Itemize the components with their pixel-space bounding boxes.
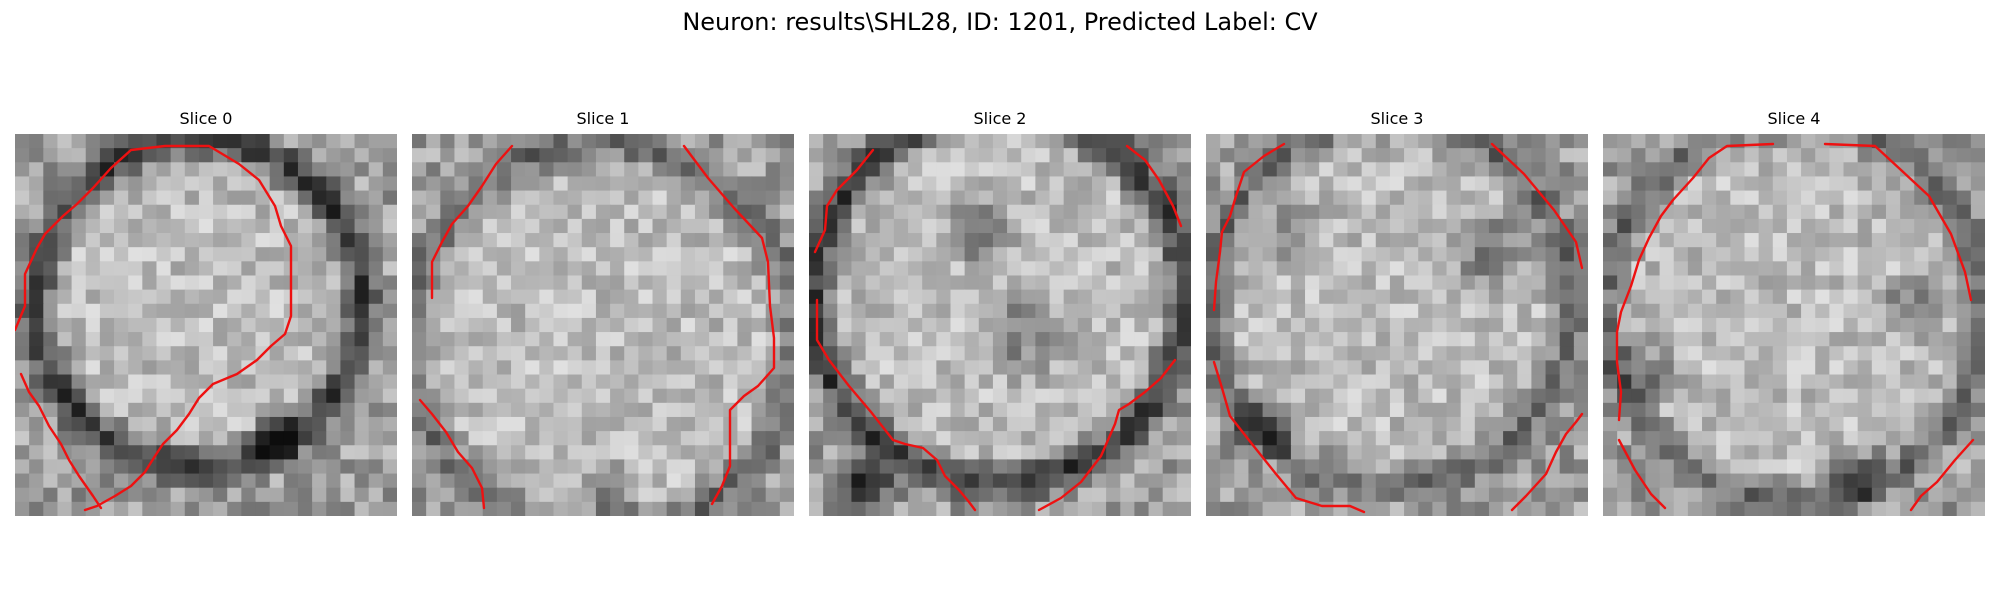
figure-title: Neuron: results\SHL28, ID: 1201, Predict… <box>682 8 1318 36</box>
segmentation-contour <box>1615 142 1775 422</box>
segmentation-contour <box>815 298 977 512</box>
slice-title: Slice 3 <box>1370 109 1424 128</box>
segmentation-contour <box>1037 358 1177 512</box>
segmentation-contour <box>1510 412 1584 512</box>
segmentation-contour <box>19 372 103 510</box>
microscopy-image <box>1603 134 1985 516</box>
slice-title: Slice 0 <box>179 109 233 128</box>
slice-title: Slice 2 <box>973 109 1027 128</box>
segmentation-contour <box>1909 438 1975 512</box>
segmentation-contour <box>1212 360 1366 514</box>
segmentation-contour <box>813 148 875 254</box>
slice-panel-0: Slice 0 <box>15 0 397 520</box>
microscopy-image <box>1206 134 1588 516</box>
segmentation-contour <box>1125 144 1183 228</box>
segmentation-contour <box>418 398 486 510</box>
slice-panel-3: Slice 3 <box>1206 0 1588 520</box>
slice-panel-1: Slice 1 <box>412 0 794 520</box>
segmentation-contour <box>682 144 776 506</box>
segmentation-contour <box>15 144 293 512</box>
microscopy-image <box>15 134 397 516</box>
segmentation-contour <box>1490 142 1584 270</box>
segmentation-contour <box>1823 142 1973 302</box>
segmentation-contour <box>1617 438 1667 510</box>
microscopy-image <box>809 134 1191 516</box>
slice-title: Slice 1 <box>576 109 630 128</box>
slice-panel-2: Slice 2 <box>809 0 1191 520</box>
segmentation-contour <box>1212 142 1286 312</box>
segmentation-contour <box>430 144 514 300</box>
slice-title: Slice 4 <box>1767 109 1821 128</box>
slice-panel-4: Slice 4 <box>1603 0 1985 520</box>
microscopy-image <box>412 134 794 516</box>
